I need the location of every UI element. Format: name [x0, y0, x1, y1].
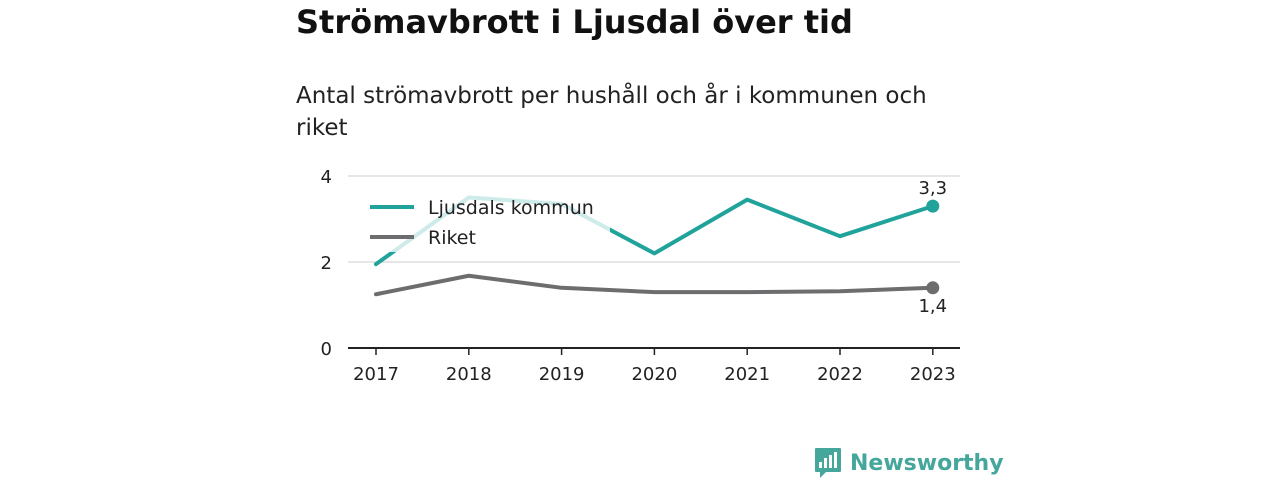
data-label-riket-2023: 1,4: [918, 296, 947, 317]
legend: Ljusdals kommun Riket: [362, 190, 610, 252]
x-tick-label: 2023: [910, 364, 956, 385]
y-tick-label: 2: [321, 253, 332, 274]
legend-label: Ljusdals kommun: [428, 197, 594, 219]
legend-background: [362, 190, 610, 252]
y-tick-label: 4: [321, 167, 332, 188]
legend-label: Riket: [428, 227, 476, 249]
chart-title: Strömavbrott i Ljusdal över tid: [296, 3, 853, 41]
x-tick-label: 2020: [631, 364, 677, 385]
data-labels: 3,3 1,4: [918, 178, 947, 317]
x-tick-label: 2017: [353, 364, 399, 385]
series-end-point: [926, 281, 940, 295]
x-tick-label: 2022: [817, 364, 863, 385]
series-end-point: [926, 199, 940, 213]
brand-logo: Newsworthy: [814, 446, 1004, 480]
brand-name: Newsworthy: [850, 450, 1004, 476]
chart-subtitle: Antal strömavbrott per hushåll och år i …: [296, 83, 927, 141]
bar-chart-speech-bubble-icon: [815, 448, 841, 478]
x-tick-label: 2019: [539, 364, 585, 385]
grid-lines: [348, 175, 960, 263]
y-tick-label: 0: [321, 339, 332, 360]
series-line-riket: [374, 273, 935, 297]
data-label-ljusdal-2023: 3,3: [918, 178, 947, 199]
axes: 0 2 4 2017 2018 2019 2020 2021 2022 2023: [321, 167, 960, 385]
x-tick-label: 2021: [724, 364, 770, 385]
x-tick-label: 2018: [446, 364, 492, 385]
